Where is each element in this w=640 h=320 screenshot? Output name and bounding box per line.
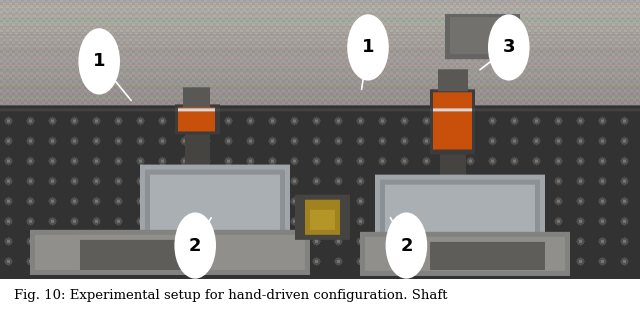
Text: 3: 3	[502, 38, 515, 56]
Text: Fig. 10: Experimental setup for hand-driven configuration. Shaft: Fig. 10: Experimental setup for hand-dri…	[14, 289, 447, 302]
Ellipse shape	[174, 212, 216, 279]
Text: 2: 2	[400, 236, 413, 254]
Text: 2: 2	[189, 236, 202, 254]
Ellipse shape	[347, 14, 389, 81]
Ellipse shape	[488, 14, 530, 81]
Ellipse shape	[79, 28, 120, 94]
Ellipse shape	[385, 212, 428, 279]
Text: 1: 1	[362, 38, 374, 56]
Text: 1: 1	[93, 52, 106, 70]
